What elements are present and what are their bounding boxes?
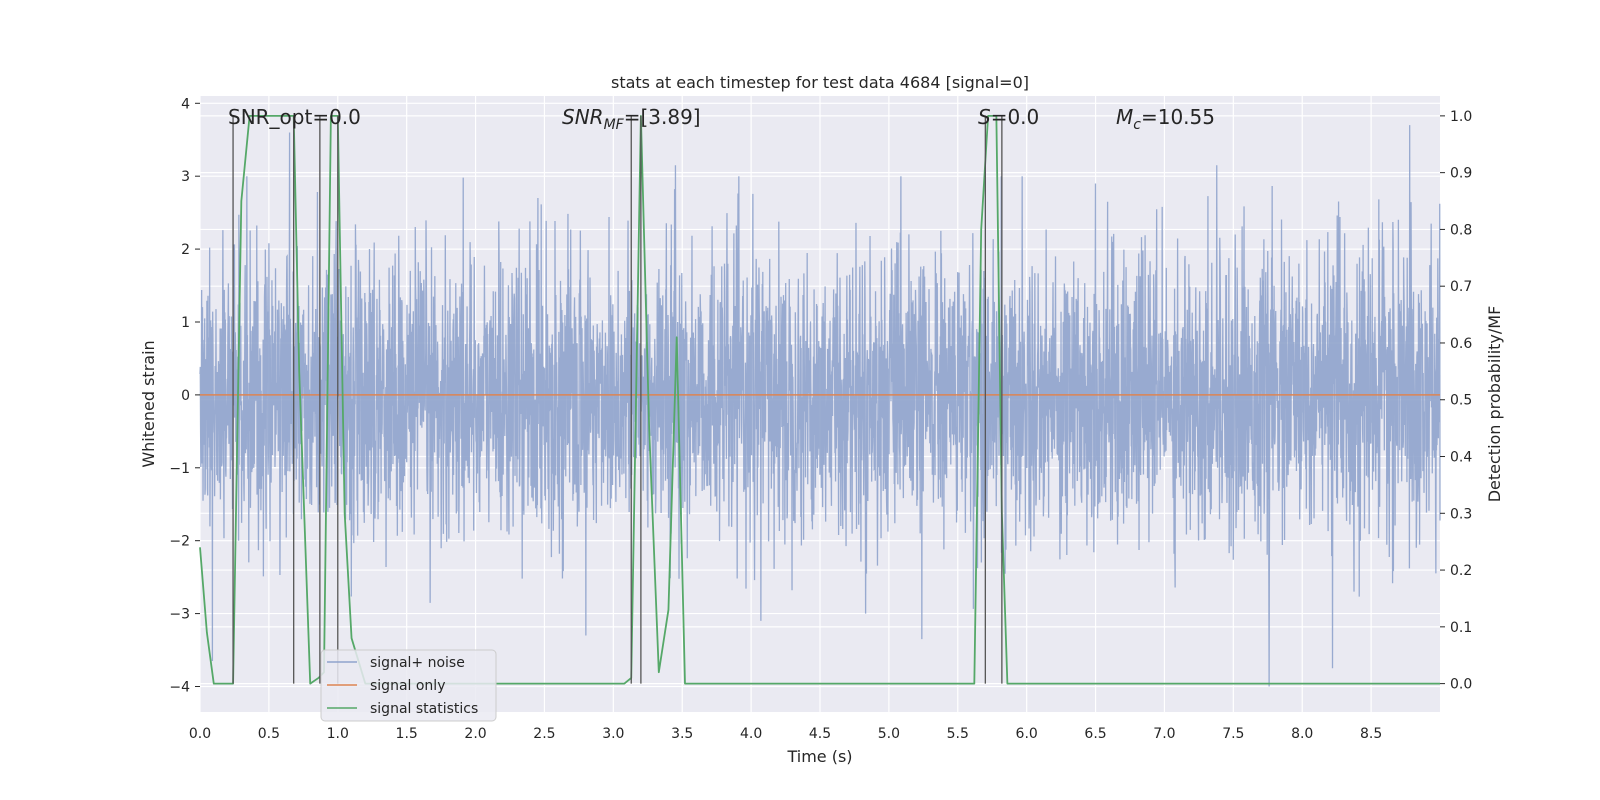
y2-tick-label: 0.7 — [1450, 279, 1472, 295]
y-tick-labels: −4 −3 −2 −1 0 1 2 3 4 — [169, 96, 200, 695]
annotation-snr-mf: SNRMF=[3.89] — [562, 105, 701, 133]
annotation-mc: Mc=10.55 — [1116, 105, 1215, 133]
annotation-snr-mf-main: SNR — [562, 105, 604, 129]
vertical-markers — [232, 115, 1003, 684]
x-tick-label: 8.0 — [1291, 726, 1313, 742]
x-tick-label: 7.0 — [1153, 726, 1175, 742]
x-tick-label: 4.0 — [740, 726, 762, 742]
y2-tick-label: 0.3 — [1450, 506, 1472, 522]
annotation-snr-mf-value: =[3.89] — [624, 105, 701, 129]
y2-tick-labels: 0.0 0.1 0.2 0.3 0.4 0.5 0.6 0.7 0.8 0.9 1.0 — [1440, 109, 1472, 693]
y2-tick-label: 1.0 — [1450, 109, 1472, 125]
y-tick-label: 0 — [181, 388, 190, 404]
signal-noise-series — [199, 125, 1441, 687]
y2-tick-label: 0.9 — [1450, 166, 1472, 182]
y-tick-label: 1 — [181, 315, 190, 331]
annotation-snr-opt: SNR_opt=0.0 — [228, 105, 361, 129]
x-tick-label: 0.5 — [258, 726, 280, 742]
chart-title: stats at each timestep for test data 468… — [611, 73, 1029, 92]
y-tick-label: −2 — [169, 534, 190, 550]
x-tick-label: 1.5 — [396, 726, 418, 742]
y2-tick-label: 0.4 — [1450, 450, 1472, 466]
x-tick-label: 2.0 — [464, 726, 486, 742]
y2-tick-label: 0.5 — [1450, 393, 1472, 409]
y-tick-label: 4 — [181, 96, 190, 112]
x-tick-label: 1.0 — [327, 726, 349, 742]
y2-tick-label: 0.8 — [1450, 222, 1472, 238]
y-tick-label: 2 — [181, 242, 190, 258]
x-tick-label: 6.0 — [1016, 726, 1038, 742]
x-tick-label: 2.5 — [533, 726, 555, 742]
y-tick-label: 3 — [181, 169, 190, 185]
annotation-s: S=0.0 — [978, 105, 1039, 129]
annotation-mc-main: M — [1116, 105, 1133, 129]
annotation-mc-sub: c — [1133, 117, 1141, 133]
x-tick-labels: 0.0 0.5 1.0 1.5 2.0 2.5 3.0 3.5 4.0 4.5 5.0 5.5 6.0 6… — [189, 726, 1382, 742]
x-tick-label: 7.5 — [1222, 726, 1244, 742]
annotation-s-value: =0.0 — [991, 105, 1040, 129]
x-tick-label: 4.5 — [809, 726, 831, 742]
x-tick-label: 0.0 — [189, 726, 211, 742]
y2-tick-label: 0.1 — [1450, 620, 1472, 636]
annotation-s-main: S — [978, 105, 991, 129]
y-tick-label: −3 — [169, 607, 190, 623]
x-axis-label: Time (s) — [786, 747, 852, 766]
x-tick-label: 5.5 — [947, 726, 969, 742]
legend-box — [320, 649, 497, 722]
y-tick-label: −1 — [169, 461, 190, 477]
x-tick-label: 3.0 — [602, 726, 624, 742]
y-tick-label: −4 — [169, 679, 190, 695]
signal-noise-line — [199, 125, 1441, 687]
annotation-snr-mf-sub: MF — [604, 117, 625, 133]
legend-label-signal-statistics: signal statistics — [370, 701, 478, 717]
y2-axis-label: Detection probability/MF — [1485, 306, 1504, 503]
x-tick-label: 8.5 — [1360, 726, 1382, 742]
legend: signal+ noise signal only signal statist… — [320, 649, 497, 722]
y2-tick-label: 0.0 — [1450, 677, 1472, 693]
x-tick-label: 3.5 — [671, 726, 693, 742]
y-axis-label: Whitened strain — [139, 340, 158, 467]
y2-tick-label: 0.6 — [1450, 336, 1472, 352]
annotation-mc-value: =10.55 — [1141, 105, 1215, 129]
y2-tick-label: 0.2 — [1450, 563, 1472, 579]
x-tick-label: 5.0 — [878, 726, 900, 742]
x-tick-label: 6.5 — [1084, 726, 1106, 742]
legend-label-signal-only: signal only — [370, 678, 445, 694]
legend-label-signal-noise: signal+ noise — [370, 655, 465, 671]
